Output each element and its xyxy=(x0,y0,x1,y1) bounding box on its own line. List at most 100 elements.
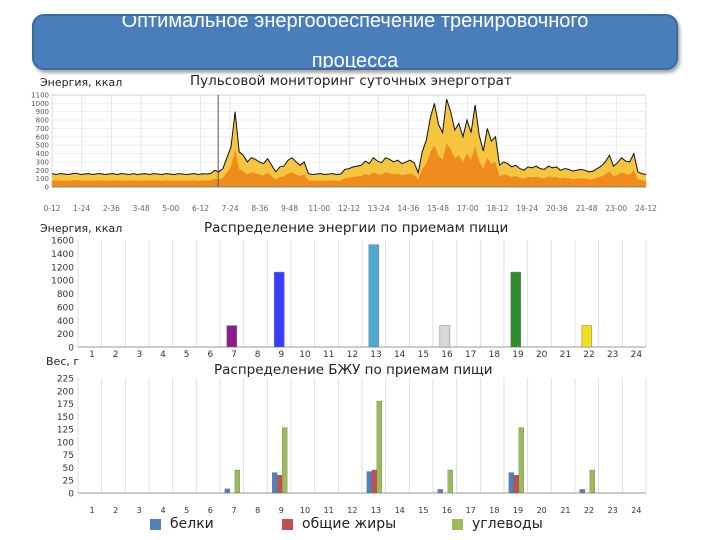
chart1-xtick-label: 18-12 xyxy=(487,204,509,213)
chart2-ytick-label: 1600 xyxy=(51,237,74,247)
chart2-xtick-label: 18 xyxy=(489,350,501,360)
chart2-xtick-label: 6 xyxy=(207,350,213,360)
chart3-bar-carb xyxy=(518,427,524,494)
chart1-ytick-label: 400 xyxy=(36,150,49,158)
chart2-xtick-label: 24 xyxy=(631,350,643,360)
chart1-xtick-label: 9-48 xyxy=(281,204,298,213)
chart2-xtick-label: 20 xyxy=(536,350,548,360)
chart1-xtick-label: 3-48 xyxy=(133,204,150,213)
chart3-xtick-label: 12 xyxy=(347,506,357,515)
chart3-ytick-label: 175 xyxy=(57,400,74,410)
chart3-xtick-label: 24 xyxy=(631,506,641,515)
chart1-xtick-label: 20-36 xyxy=(546,204,568,213)
chart3-ytick-label: 0 xyxy=(68,490,74,500)
chart3-xtick-label: 21 xyxy=(560,506,570,515)
chart2-xtick-label: 16 xyxy=(441,350,453,360)
chart3-ytick-label: 225 xyxy=(57,375,74,385)
chart2-ytick-label: 1400 xyxy=(51,250,74,260)
chart1-ytick-label: 0 xyxy=(45,184,49,192)
chart1-xtick-label: 1-24 xyxy=(73,204,90,213)
chart3-bar-carb xyxy=(376,400,382,494)
chart1-xtick-label: 5-00 xyxy=(162,204,179,213)
chart1-xtick-label: 12-12 xyxy=(338,204,360,213)
chart3-xtick-label: 16 xyxy=(442,506,452,515)
legend-carb-swatch xyxy=(452,519,463,530)
chart1-ytick-label: 900 xyxy=(36,108,49,116)
chart3-title: Распределение БЖУ по приемам пищи xyxy=(214,362,493,378)
chart2-bar xyxy=(226,325,238,348)
chart1-xtick-label: 15-48 xyxy=(427,204,449,213)
chart2-xtick-label: 9 xyxy=(278,350,284,360)
chart3-xtick-label: 14 xyxy=(395,506,405,515)
chart1-ytick-label: 700 xyxy=(36,125,49,133)
chart2-xtick-label: 19 xyxy=(512,350,524,360)
chart1-area-total xyxy=(52,99,646,187)
chart2-xtick-label: 5 xyxy=(184,350,190,360)
chart1-ytick-label: 800 xyxy=(36,117,49,125)
chart3-bar-protein xyxy=(579,489,585,494)
chart2-xtick-label: 8 xyxy=(255,350,261,360)
chart3-xtick-label: 9 xyxy=(279,506,284,515)
legend-protein-label: белки xyxy=(170,516,214,532)
chart3-bar-protein xyxy=(272,472,278,494)
chart3-xtick-label: 2 xyxy=(113,506,118,515)
chart3-xtick-label: 3 xyxy=(137,506,142,515)
chart3-bar-carb xyxy=(234,469,240,494)
chart1-ytick-label: 300 xyxy=(36,158,49,166)
chart2-ytick-label: 1000 xyxy=(51,277,74,287)
chart2-bar xyxy=(439,325,451,348)
chart3-ytick-label: 75 xyxy=(63,451,74,461)
chart2-ylabel: Энергия, ккал xyxy=(40,222,123,235)
chart3-bar-carb xyxy=(447,469,453,494)
chart1-line-total xyxy=(51,99,647,176)
chart2-xtick-label: 1 xyxy=(89,350,95,360)
chart3-ytick-label: 200 xyxy=(57,387,74,397)
legend-protein-swatch xyxy=(150,519,161,530)
chart2-bar xyxy=(510,271,522,348)
chart1-xtick-label: 21-48 xyxy=(576,204,598,213)
chart1-ytick-label: 1000 xyxy=(31,100,49,108)
chart3-ytick-label: 150 xyxy=(57,413,74,423)
chart3-xtick-label: 15 xyxy=(418,506,428,515)
chart3-xtick-label: 5 xyxy=(184,506,189,515)
chart3-ylabel: Вес, г xyxy=(46,355,80,368)
legend-carb-label: углеводы xyxy=(472,516,543,532)
chart1-xtick-label: 2-36 xyxy=(103,204,120,213)
chart2-xtick-label: 14 xyxy=(394,350,406,360)
chart3-xtick-label: 23 xyxy=(608,506,618,515)
chart3-xtick-label: 7 xyxy=(231,506,236,515)
chart1-ytick-label: 500 xyxy=(36,142,49,150)
chart1-xtick-label: 13-24 xyxy=(368,204,390,213)
legend-fat-swatch xyxy=(282,519,293,530)
chart3-xtick-label: 19 xyxy=(513,506,523,515)
chart3-xtick-label: 11 xyxy=(324,506,334,515)
chart3-bar-protein xyxy=(437,489,443,494)
chart2-xtick-label: 2 xyxy=(113,350,119,360)
chart2-ytick-label: 1200 xyxy=(51,263,74,273)
chart3-xtick-label: 18 xyxy=(489,506,499,515)
chart3-xtick-label: 4 xyxy=(160,506,165,515)
chart3-bar-carb xyxy=(589,469,595,494)
chart1-ylabel: Энергия, ккал xyxy=(40,76,123,89)
chart1-xtick-label: 17-00 xyxy=(457,204,479,213)
chart3-bar-fat xyxy=(513,474,519,494)
chart3-xtick-label: 20 xyxy=(537,506,547,515)
chart1-xtick-label: 6-12 xyxy=(192,204,209,213)
chart2-xtick-label: 11 xyxy=(323,350,334,360)
chart3-xtick-label: 1 xyxy=(89,506,94,515)
title-banner: Оптимальное энергообеспечение тренировоч… xyxy=(32,14,678,70)
chart3-xtick-label: 22 xyxy=(584,506,594,515)
chart1-xtick-label: 8-36 xyxy=(251,204,268,213)
chart1-xtick-label: 14-36 xyxy=(398,204,420,213)
chart3-bar-carb xyxy=(282,427,288,494)
chart3-bar-protein xyxy=(366,471,372,494)
chart3-ytick-label: 50 xyxy=(63,464,75,474)
legend-fat-label: общие жиры xyxy=(302,516,397,532)
chart2-xtick-label: 22 xyxy=(583,350,594,360)
chart1-area-base xyxy=(52,143,646,187)
chart2-xtick-label: 4 xyxy=(160,350,166,360)
chart2-xtick-label: 23 xyxy=(607,350,618,360)
chart3-ytick-label: 125 xyxy=(57,426,74,436)
chart3-bar-protein xyxy=(224,488,230,494)
